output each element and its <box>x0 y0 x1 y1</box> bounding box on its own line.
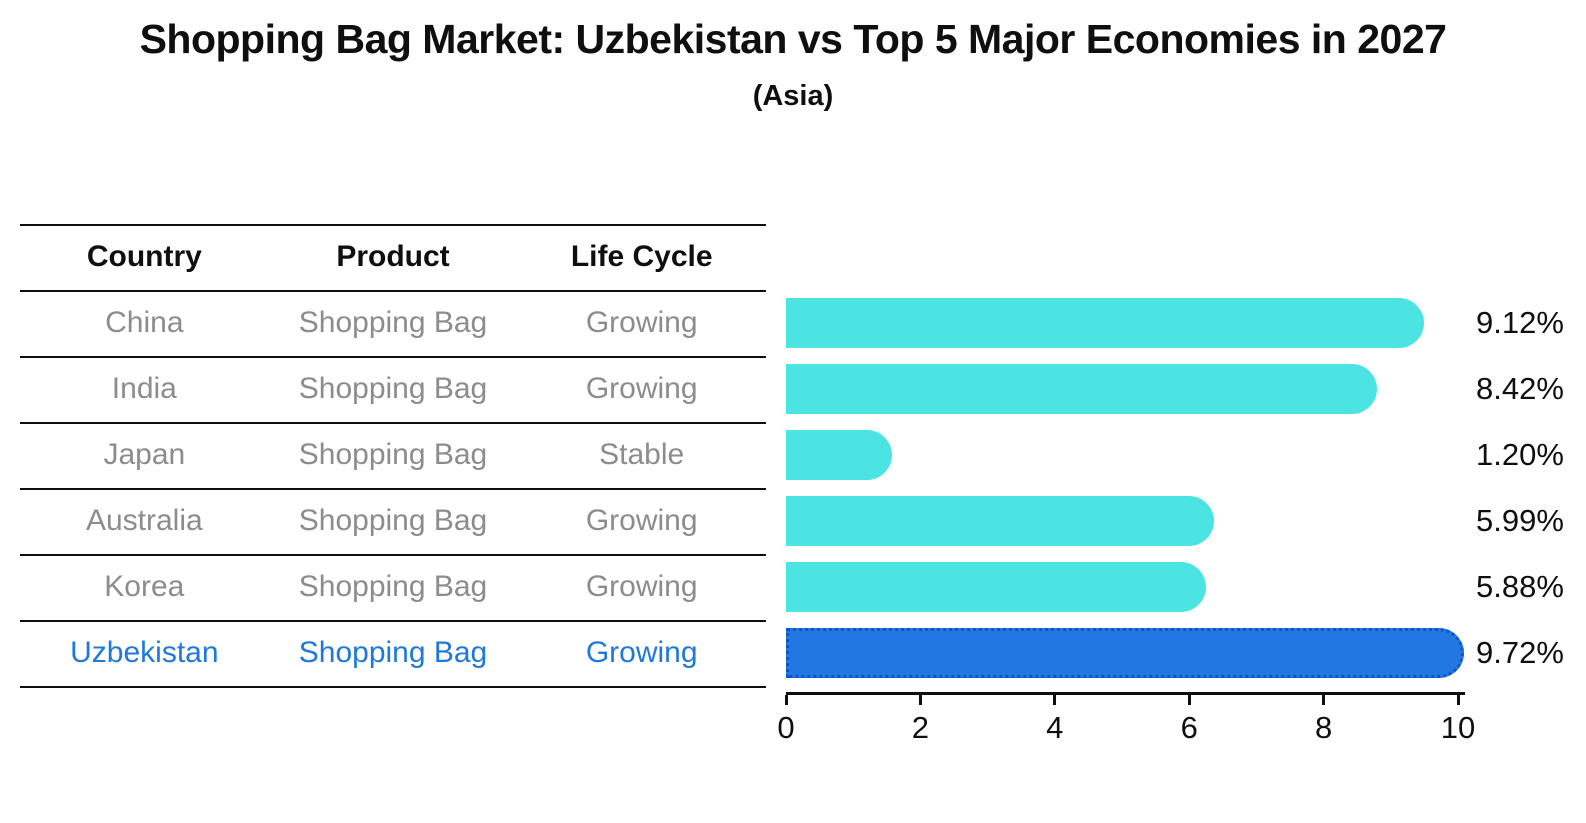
header-lifecycle: Life Cycle <box>570 240 713 273</box>
x-axis-tick-label: 4 <box>1046 710 1064 745</box>
bar-japan <box>786 430 892 480</box>
cell-country: Korea <box>104 570 185 603</box>
chart-subtitle: (Asia) <box>752 80 834 112</box>
table-row: India Shopping Bag Growing <box>20 356 766 422</box>
x-axis-tick-label: 6 <box>1180 710 1198 745</box>
table-separator-line <box>20 290 766 292</box>
x-axis-tick <box>1322 695 1326 705</box>
x-axis-tick <box>784 695 788 705</box>
x-axis-tick <box>918 695 922 705</box>
x-axis-tick <box>1053 695 1057 705</box>
value-label: 8.42% <box>1476 371 1564 406</box>
table-separator-line <box>20 554 766 556</box>
x-axis-tick-label: 10 <box>1440 710 1476 745</box>
x-axis-tick-label: 2 <box>911 710 930 745</box>
table-separator-line <box>20 686 766 688</box>
bar-india <box>786 364 1377 414</box>
value-label: 9.72% <box>1476 635 1564 670</box>
cell-country: Australia <box>85 504 203 537</box>
x-axis-tick-label: 0 <box>777 710 795 745</box>
value-label: 9.12% <box>1476 305 1564 340</box>
table-separator-line <box>20 224 766 226</box>
value-label: 1.20% <box>1476 437 1564 472</box>
chart-title: Shopping Bag Market: Uzbekistan vs Top 5… <box>139 16 1447 62</box>
bar-korea <box>786 562 1207 612</box>
cell-lifecycle: Stable <box>599 438 685 471</box>
table-row: China Shopping Bag Growing <box>20 290 766 356</box>
header-country: Country <box>86 240 202 273</box>
x-axis-tick <box>1187 695 1191 705</box>
cell-country: India <box>111 372 177 405</box>
table-separator-line <box>20 356 766 358</box>
x-axis-tick-label: 8 <box>1314 710 1333 745</box>
value-label: 5.99% <box>1476 503 1564 538</box>
cell-lifecycle: Growing <box>585 636 698 669</box>
bar-china <box>786 298 1424 348</box>
cell-product: Shopping Bag <box>298 438 488 471</box>
table-separator-line <box>20 620 766 622</box>
bar-australia <box>786 496 1214 546</box>
cell-product: Shopping Bag <box>298 504 488 537</box>
value-label: 5.88% <box>1476 569 1564 604</box>
table-row: Japan Shopping Bag Stable <box>20 422 766 488</box>
table-row: Uzbekistan Shopping Bag Growing <box>20 620 766 686</box>
cell-lifecycle: Growing <box>585 306 698 339</box>
cell-product: Shopping Bag <box>298 636 488 669</box>
table-separator-line <box>20 422 766 424</box>
table-header-row: Country Product Life Cycle <box>20 224 766 290</box>
table-row: Australia Shopping Bag Growing <box>20 488 766 554</box>
cell-product: Shopping Bag <box>298 570 488 603</box>
cell-lifecycle: Growing <box>585 570 698 603</box>
x-axis-tick <box>1456 695 1460 705</box>
cell-country: China <box>105 306 184 339</box>
x-axis-line <box>786 692 1465 695</box>
header-product: Product <box>336 240 450 273</box>
bar-uzbekistan <box>786 628 1465 678</box>
cell-country: Uzbekistan <box>70 636 219 669</box>
table-separator-line <box>20 488 766 490</box>
cell-product: Shopping Bag <box>298 306 488 339</box>
cell-product: Shopping Bag <box>298 372 488 405</box>
cell-lifecycle: Growing <box>585 372 698 405</box>
cell-country: Japan <box>103 438 186 471</box>
cell-lifecycle: Growing <box>585 504 698 537</box>
table-row: Korea Shopping Bag Growing <box>20 554 766 620</box>
